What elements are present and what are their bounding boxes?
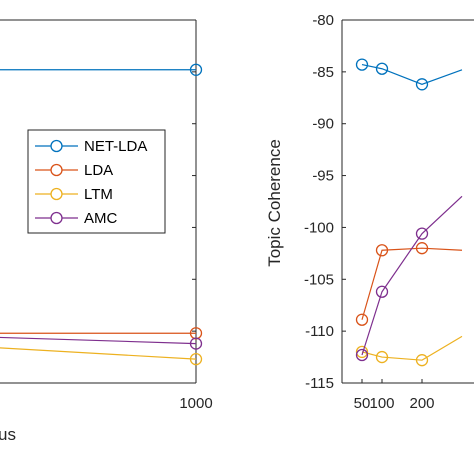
right-plot-x-tick-label: 50	[354, 395, 371, 412]
legend-marker-net-lda	[50, 139, 63, 153]
legend-label-ltm: LTM	[84, 186, 113, 203]
right-series-line-amc	[361, 195, 463, 356]
right-series-line-net-lda	[361, 64, 463, 85]
legend-marker-ltm	[50, 187, 63, 201]
right-series-line-lda	[361, 247, 463, 320]
left-plot: 1000 us NET-LDA LDA LTM AMC	[0, 19, 213, 444]
right-point-ltm	[375, 350, 389, 364]
right-plot-x-tick-label: 100	[369, 395, 394, 412]
legend-label-amc: AMC	[84, 210, 118, 227]
left-plot-x-axis-title-fragment: us	[0, 425, 16, 444]
right-point-net-lda	[375, 62, 389, 75]
legend-marker-amc	[50, 211, 63, 225]
left-point-amc	[189, 337, 203, 350]
right-point-amc	[355, 348, 369, 362]
right-point-ltm	[415, 354, 429, 367]
right-plot-y-tick-label: -90	[312, 116, 334, 133]
right-point-net-lda	[415, 78, 429, 91]
left-point-net-lda	[189, 63, 203, 76]
right-plot-y-tick-label: -85	[312, 64, 334, 81]
right-plot-y-tick-label: -110	[305, 323, 334, 340]
right-point-lda	[355, 313, 369, 326]
right-plot-y-tick-label: -105	[304, 271, 334, 288]
right-plot-x-tick-label: 200	[409, 395, 434, 412]
right-point-ltm	[355, 345, 369, 359]
right-plot-y-tick-label: -100	[304, 219, 334, 236]
right-point-lda	[375, 244, 389, 257]
right-point-amc	[375, 285, 389, 298]
left-point-ltm	[189, 352, 203, 366]
right-point-lda	[415, 242, 429, 255]
right-plot: -80 -85 -90 -95 -100 -105 -110 -115 50 100 200 Topi…	[265, 12, 474, 412]
left-series-line-ltm	[0, 347, 197, 360]
right-series-line-ltm	[361, 335, 463, 361]
right-plot-y-axis-title: Topic Coherence	[265, 139, 284, 267]
right-plot-y-tick-label: -95	[312, 168, 334, 185]
legend-label-lda: LDA	[84, 162, 113, 179]
right-point-amc	[415, 227, 429, 240]
right-point-net-lda	[355, 58, 369, 71]
left-plot-x-tick-label: 1000	[179, 395, 212, 412]
legend-marker-lda	[50, 163, 63, 177]
right-plot-y-tick-label: -80	[312, 12, 334, 29]
legend-label-net-lda: NET-LDA	[84, 138, 147, 155]
legend: NET-LDA LDA LTM AMC	[27, 129, 166, 234]
right-plot-y-tick-label: -115	[305, 375, 334, 392]
left-series-line-amc	[0, 336, 197, 345]
